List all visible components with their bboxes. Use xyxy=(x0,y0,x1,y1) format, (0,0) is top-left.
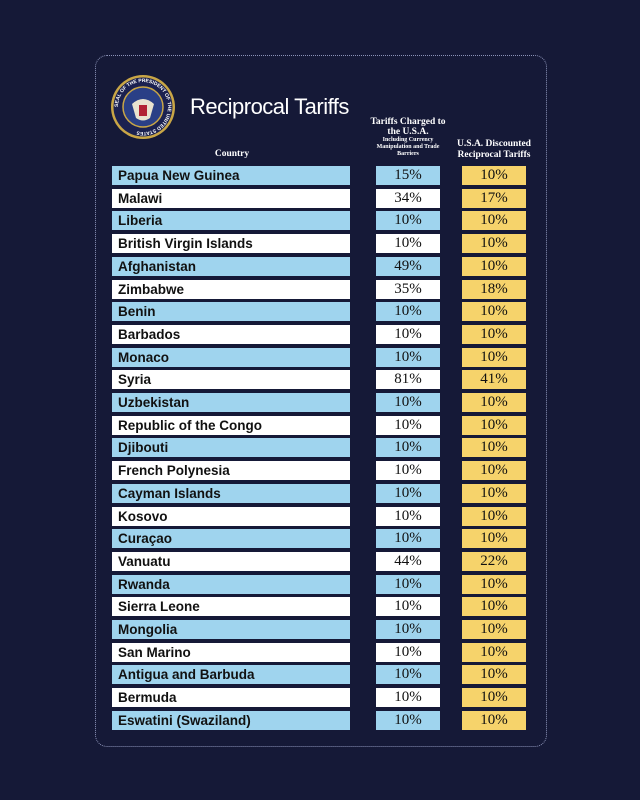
panel xyxy=(95,55,547,747)
country-cell: Mongolia xyxy=(112,620,350,639)
column-header: Tariffs Charged to the U.S.A. Including … xyxy=(366,117,450,158)
country-cell: British Virgin Islands xyxy=(112,234,350,254)
tariff-cell: 10% xyxy=(462,415,526,435)
tariff-cell: 10% xyxy=(462,347,526,367)
country-cell: Barbados xyxy=(112,324,350,344)
tariff-cell: 10% xyxy=(376,574,440,594)
tariff-cell: 10% xyxy=(462,461,526,481)
tariff-cell: 10% xyxy=(376,710,440,730)
tariff-cell: 10% xyxy=(376,211,440,231)
tariff-cell: 35% xyxy=(376,279,440,299)
tariff-cell: 10% xyxy=(376,415,440,435)
country-cell: Benin xyxy=(112,302,350,322)
tariff-cell: 10% xyxy=(462,597,526,617)
tariff-cell: 22% xyxy=(462,551,526,571)
country-cell: Vanuatu xyxy=(112,551,350,571)
tariff-cell: 10% xyxy=(376,324,440,344)
country-cell: French Polynesia xyxy=(112,461,350,481)
tariff-cell: 10% xyxy=(376,529,440,549)
tariff-cell: 10% xyxy=(462,710,526,730)
tariff-cell: 10% xyxy=(376,393,440,412)
tariff-cell: 10% xyxy=(462,302,526,322)
country-cell: Antigua and Barbuda xyxy=(112,665,350,685)
tariff-cell: 10% xyxy=(376,347,440,367)
country-cell: Uzbekistan xyxy=(112,393,350,412)
tariff-cell: 10% xyxy=(376,438,440,458)
tariff-cell: 10% xyxy=(462,393,526,412)
country-cell: Cayman Islands xyxy=(112,483,350,503)
tariff-cell: 10% xyxy=(376,665,440,685)
tariff-cell: 10% xyxy=(376,597,440,617)
country-cell: Eswatini (Swaziland) xyxy=(112,710,350,730)
tariff-cell: 10% xyxy=(376,620,440,639)
country-cell: Curaçao xyxy=(112,529,350,549)
tariff-cell: 10% xyxy=(462,506,526,526)
tariff-cell: 10% xyxy=(462,665,526,685)
country-cell: Zimbabwe xyxy=(112,279,350,299)
tariff-cell: 18% xyxy=(462,279,526,299)
tariff-cell: 10% xyxy=(462,166,526,185)
title: Reciprocal Tariffs xyxy=(190,94,349,119)
tariff-cell: 10% xyxy=(462,211,526,231)
country-cell: Kosovo xyxy=(112,506,350,526)
tariff-cell: 10% xyxy=(462,234,526,254)
tariff-cell: 10% xyxy=(462,324,526,344)
tariff-cell: 10% xyxy=(376,483,440,503)
country-cell: Sierra Leone xyxy=(112,597,350,617)
country-cell: Republic of the Congo xyxy=(112,415,350,435)
tariff-cell: 10% xyxy=(376,461,440,481)
tariff-cell: 10% xyxy=(462,620,526,639)
tariff-cell: 41% xyxy=(462,370,526,390)
tariff-cell: 34% xyxy=(376,188,440,208)
country-cell: Bermuda xyxy=(112,688,350,708)
country-cell: Rwanda xyxy=(112,574,350,594)
tariff-cell: 10% xyxy=(462,688,526,708)
tariff-cell: 17% xyxy=(462,188,526,208)
country-cell: Monaco xyxy=(112,347,350,367)
tariff-cell: 10% xyxy=(462,642,526,662)
tariff-cell: 10% xyxy=(462,529,526,549)
column-header: U.S.A. Discounted Reciprocal Tariffs xyxy=(457,139,531,160)
country-cell: Afghanistan xyxy=(112,256,350,276)
column-note: Including Currency Manipulation and Trad… xyxy=(376,137,440,157)
tariff-cell: 10% xyxy=(462,256,526,276)
tariff-cell: 49% xyxy=(376,256,440,276)
country-cell: Liberia xyxy=(112,211,350,231)
tariff-cell: 10% xyxy=(376,506,440,526)
column-header: Country xyxy=(214,149,250,159)
country-cell: Syria xyxy=(112,370,350,390)
tariff-cell: 10% xyxy=(462,438,526,458)
seal-shield xyxy=(139,105,147,116)
seal: SEAL OF THE PRESIDENT OF THE UNITED STAT… xyxy=(111,75,175,139)
tariff-cell: 10% xyxy=(462,483,526,503)
tariff-cell: 15% xyxy=(376,166,440,185)
tariff-cell: 10% xyxy=(376,302,440,322)
country-cell: Malawi xyxy=(112,188,350,208)
tariff-cell: 10% xyxy=(376,688,440,708)
tariff-cell: 10% xyxy=(376,234,440,254)
country-cell: Papua New Guinea xyxy=(112,166,350,185)
column-title: Tariffs Charged to the U.S.A. xyxy=(370,117,446,137)
tariff-cell: 81% xyxy=(376,370,440,390)
tariff-cell: 10% xyxy=(462,574,526,594)
country-cell: Djibouti xyxy=(112,438,350,458)
country-cell: San Marino xyxy=(112,642,350,662)
tariff-cell: 10% xyxy=(376,642,440,662)
tariff-cell: 44% xyxy=(376,551,440,571)
